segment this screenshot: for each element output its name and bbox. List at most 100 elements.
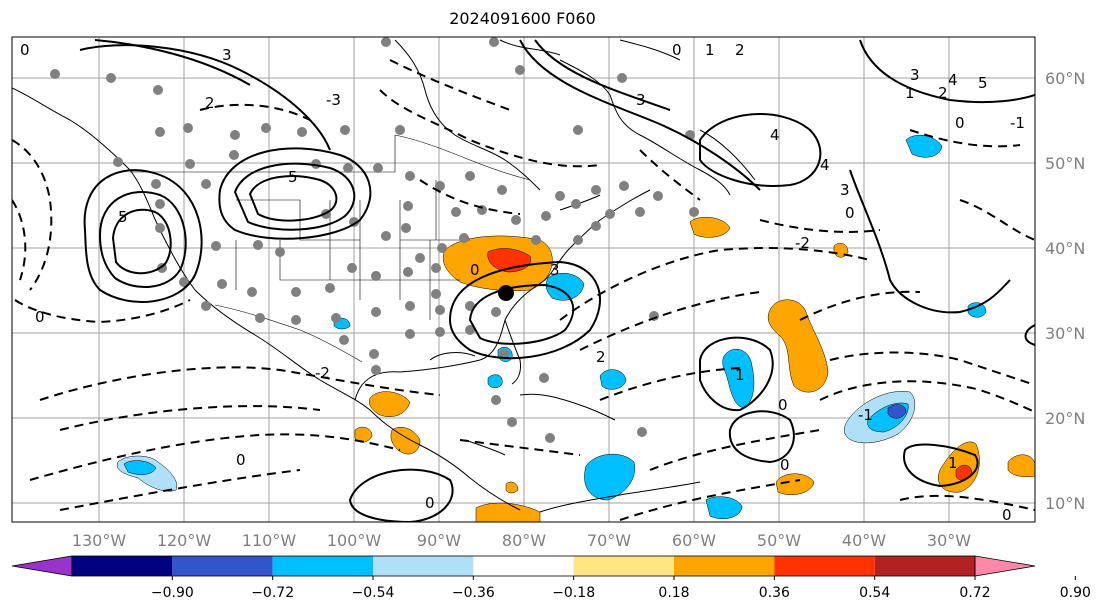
anomaly-blue-gulf bbox=[487, 374, 503, 388]
anomaly-blue-caribbean-2 bbox=[705, 496, 743, 519]
contour-label: 0 bbox=[425, 494, 435, 512]
colorbar-swatch bbox=[573, 556, 674, 576]
lat-label: 50°N bbox=[1045, 154, 1085, 173]
colorbar-swatch bbox=[473, 556, 574, 576]
contour-label: -3 bbox=[326, 91, 341, 109]
colorbar-swatch bbox=[172, 556, 273, 576]
colorbar-swatch bbox=[72, 556, 173, 576]
anomaly-orange-atlantic-1 bbox=[767, 299, 829, 393]
colorbar-outline bbox=[71, 555, 976, 577]
contour-label: -1 bbox=[858, 406, 873, 424]
colorbar-arrow-high bbox=[974, 555, 1036, 577]
contour-label: 0 bbox=[35, 308, 45, 326]
anomaly-orange-atl-small bbox=[775, 473, 815, 495]
contour-label: 5 bbox=[978, 74, 988, 92]
contour-label: 1 bbox=[735, 366, 745, 384]
lon-label: 110°W bbox=[242, 531, 297, 550]
contour-label: 2 bbox=[938, 84, 948, 102]
colorbar-tick-label: 0.72 bbox=[959, 585, 990, 601]
colorbar: −0.90 −0.72 −0.54 −0.36 −0.18 0.18 0.36 0.54 0.7… bbox=[11, 555, 1091, 601]
lon-label: 40°W bbox=[842, 531, 886, 550]
shaded-anomalies bbox=[116, 134, 1035, 522]
storm-center-dot bbox=[498, 285, 514, 301]
contour-label: 0 bbox=[672, 41, 682, 59]
lat-label: 40°N bbox=[1045, 239, 1085, 258]
anomaly-orange-mexico bbox=[369, 391, 411, 417]
colorbar-swatch bbox=[774, 556, 875, 576]
lon-label: 120°W bbox=[157, 531, 212, 550]
longitude-labels: 130°W 120°W 110°W 100°W 90°W 80°W 70°W 6… bbox=[72, 531, 971, 550]
lon-label: 50°W bbox=[757, 531, 801, 550]
lon-label: 30°W bbox=[927, 531, 971, 550]
colorbar-tick-label: −0.36 bbox=[452, 585, 495, 601]
colorbar-tick-label: 0.90 bbox=[1060, 585, 1091, 601]
coastlines bbox=[12, 39, 756, 513]
contour-label: 0 bbox=[778, 396, 788, 414]
contour-labels: 0 2 3 5 5 -3 0 -2 0 2 3 0 1 2 4 4 3 0 -2… bbox=[20, 41, 1025, 524]
colorbar-tick-label: 0.36 bbox=[759, 585, 790, 601]
contour-label: 4 bbox=[770, 126, 780, 144]
contour-label: 3 bbox=[910, 66, 920, 84]
contour-label: -1 bbox=[1010, 114, 1025, 132]
contour-label: 0 bbox=[236, 451, 246, 469]
anomaly-blue-caribbean bbox=[584, 454, 636, 501]
contour-label: 3 bbox=[840, 181, 850, 199]
lon-label: 80°W bbox=[502, 531, 546, 550]
colorbar-swatch bbox=[674, 556, 775, 576]
lat-label: 60°N bbox=[1045, 69, 1085, 88]
contour-label: 3 bbox=[636, 91, 646, 109]
contours-dashed bbox=[12, 59, 1035, 521]
contour-label: 1 bbox=[705, 41, 715, 59]
map-title: 2024091600 F060 bbox=[449, 9, 596, 28]
colorbar-swatch bbox=[272, 556, 373, 576]
colorbar-tick-label: −0.18 bbox=[552, 585, 595, 601]
anomaly-blue-small-east bbox=[967, 302, 987, 318]
map-frame bbox=[11, 36, 1036, 523]
station-dots bbox=[50, 37, 699, 443]
contour-label: -2 bbox=[795, 234, 810, 252]
colorbar-tick-label: 0.54 bbox=[859, 585, 890, 601]
colorbar-tick-label: −0.54 bbox=[352, 585, 395, 601]
contour-label: -2 bbox=[315, 364, 330, 382]
anomaly-orange-far-east bbox=[1007, 454, 1035, 477]
latitude-labels: 60°N 50°N 40°N 30°N 20°N 10°N bbox=[1045, 69, 1085, 513]
colorbar-tick-label: 0.18 bbox=[658, 585, 689, 601]
contour-label: 0 bbox=[1002, 506, 1012, 524]
contour-label: 3 bbox=[550, 261, 560, 279]
anomaly-blue-coast bbox=[545, 272, 585, 301]
contour-label: 0 bbox=[845, 204, 855, 222]
contour-label: 0 bbox=[780, 456, 790, 474]
contour-label: 0 bbox=[20, 41, 30, 59]
colorbar-tick-label: −0.90 bbox=[151, 585, 194, 601]
lon-label: 60°W bbox=[672, 531, 716, 550]
lon-label: 70°W bbox=[587, 531, 631, 550]
contour-label: 4 bbox=[820, 156, 830, 174]
contour-label: 2 bbox=[735, 41, 745, 59]
contour-label: 2 bbox=[596, 348, 606, 366]
contour-label: 0 bbox=[955, 114, 965, 132]
lon-label: 130°W bbox=[72, 531, 127, 550]
colorbar-tick-label: −0.72 bbox=[251, 585, 294, 601]
contour-label: 2 bbox=[205, 94, 215, 112]
contour-label: 5 bbox=[288, 168, 298, 186]
lon-label: 90°W bbox=[417, 531, 461, 550]
lon-label: 100°W bbox=[327, 531, 382, 550]
contour-label: 4 bbox=[948, 71, 958, 89]
anomaly-orange-sam bbox=[475, 502, 541, 522]
contour-label: 1 bbox=[948, 454, 958, 472]
colorbar-swatch bbox=[874, 556, 975, 576]
anomaly-blue-pacific-core bbox=[123, 460, 157, 475]
contour-label: 0 bbox=[470, 261, 480, 279]
colorbar-arrow-low bbox=[11, 555, 73, 577]
anomaly-orange-yucatan bbox=[505, 481, 519, 494]
borders bbox=[130, 134, 531, 363]
lat-label: 30°N bbox=[1045, 324, 1085, 343]
anomaly-orange-central-am bbox=[390, 427, 421, 455]
anomaly-blue-atlantic-2 bbox=[599, 369, 627, 390]
anomaly-blue-north-atl bbox=[905, 134, 943, 158]
colorbar-swatch bbox=[373, 556, 474, 576]
contours-solid bbox=[79, 39, 1035, 522]
contour-label: 3 bbox=[222, 46, 232, 64]
lat-label: 20°N bbox=[1045, 409, 1085, 428]
